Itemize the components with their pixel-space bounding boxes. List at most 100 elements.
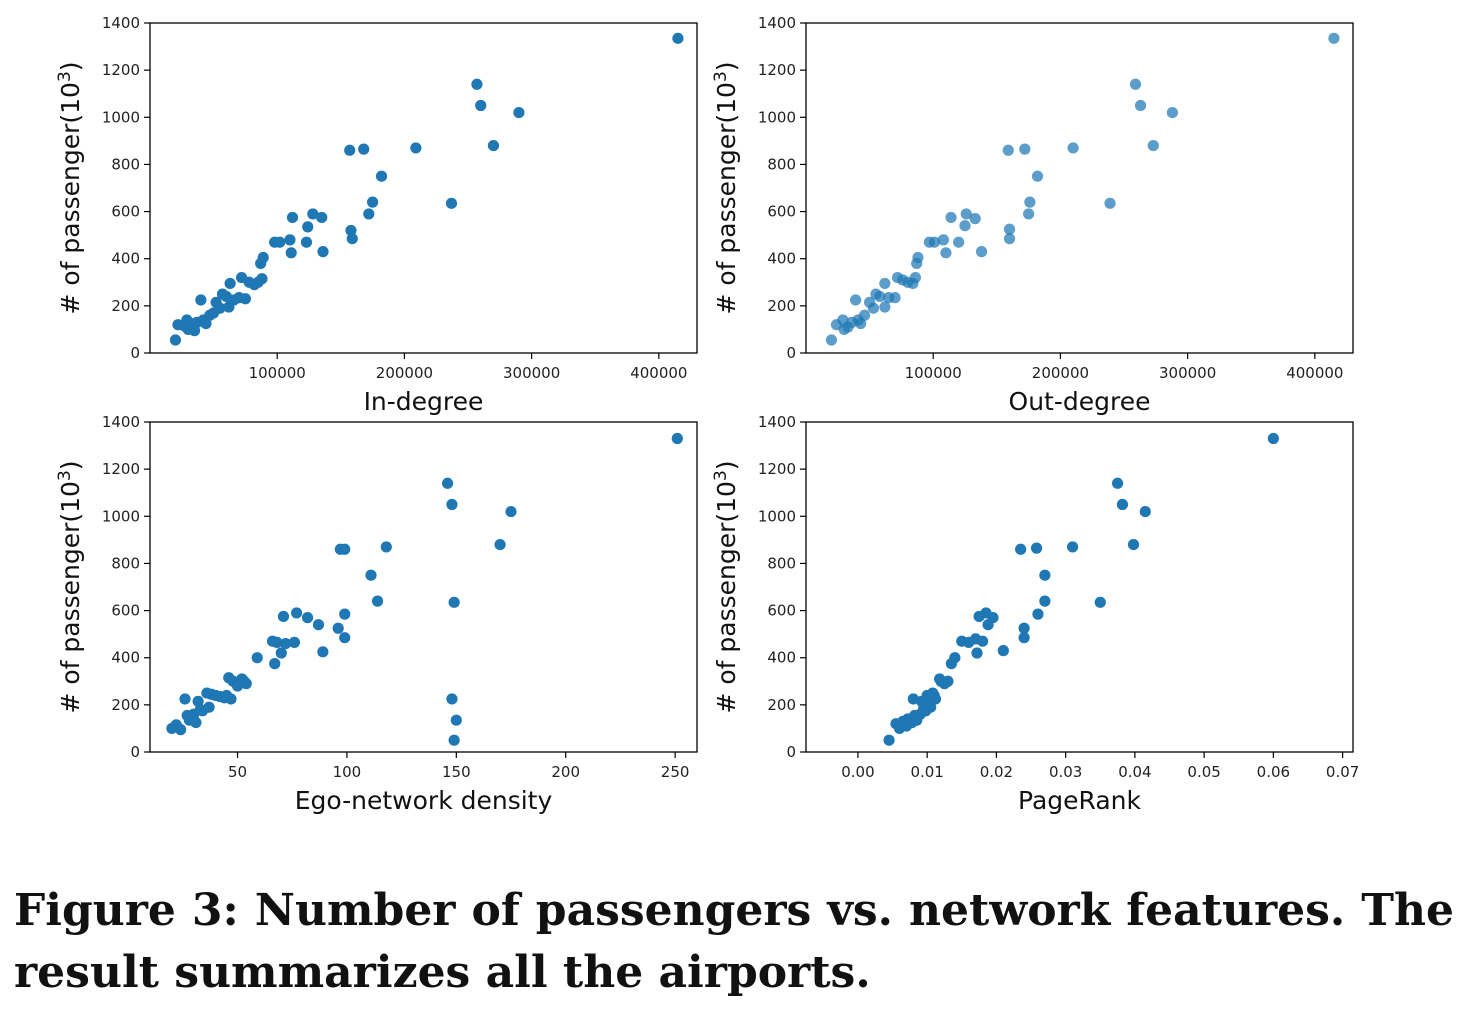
y-tick-label: 200: [111, 297, 140, 315]
plot-frame: [805, 22, 1354, 354]
data-point: [271, 636, 283, 648]
data-point: [960, 208, 972, 220]
y-tick-label: 400: [767, 250, 796, 268]
data-point: [672, 32, 684, 44]
data-point: [487, 139, 500, 152]
data-point: [345, 224, 357, 237]
data-point: [375, 170, 388, 182]
data-point: [224, 277, 236, 290]
scatter-panel-2: 0 200 400 600 800 1000 1200 1400 100000 200000 300…: [711, 14, 1354, 416]
data-point: [195, 294, 207, 306]
x-tick-label: 0.02: [980, 763, 1013, 781]
y-tick-label: 400: [111, 649, 140, 667]
y-tick-label: 1400: [758, 413, 796, 431]
y-tick-label: 1000: [102, 108, 140, 126]
y-tick-label: 800: [767, 554, 796, 572]
y-tick-label: 600: [767, 203, 796, 221]
y-tick-label: 600: [111, 203, 140, 221]
data-point: [441, 477, 454, 489]
data-point: [301, 612, 314, 624]
y-axis-label: # of passenger(103): [55, 460, 85, 713]
data-point: [312, 619, 325, 631]
y-tick-label: 1400: [102, 14, 140, 32]
data-point: [971, 647, 983, 659]
data-point: [380, 541, 392, 553]
data-point: [274, 236, 286, 248]
x-tick-label: 300000: [503, 364, 560, 382]
data-point: [450, 714, 462, 726]
y-tick-label: 1000: [758, 108, 796, 126]
x-tick-label: 400000: [1286, 364, 1343, 382]
x-tick-label: 0.01: [910, 763, 943, 781]
data-point: [346, 233, 358, 245]
data-point: [302, 221, 314, 233]
data-point: [1066, 541, 1079, 553]
data-point: [256, 273, 268, 285]
data-point: [1116, 498, 1129, 511]
data-point: [225, 693, 237, 705]
data-point: [1104, 197, 1116, 209]
figure-caption: Figure 3: Number of passengers vs. netwo…: [14, 885, 1454, 998]
data-point: [290, 607, 303, 619]
data-point: [1032, 608, 1044, 620]
x-tick-label: 150: [442, 763, 471, 781]
x-tick-label: 0.07: [1326, 763, 1359, 781]
y-tick-label: 0: [130, 344, 140, 362]
data-point: [1166, 106, 1178, 119]
y-tick-label: 600: [767, 602, 796, 620]
data-point: [976, 635, 989, 647]
data-point: [169, 334, 182, 346]
x-tick-label: 250: [661, 763, 690, 781]
data-point: [275, 647, 287, 659]
data-point: [928, 236, 941, 248]
data-point: [239, 293, 252, 305]
data-point: [251, 652, 263, 664]
data-point: [285, 247, 297, 259]
y-axis-label: # of passenger(103): [711, 460, 741, 713]
data-point: [277, 610, 290, 623]
data-point: [448, 734, 460, 746]
x-tick-label: 100000: [905, 364, 962, 382]
y-tick-label: 1200: [758, 460, 796, 478]
data-point: [288, 636, 301, 648]
data-point: [445, 197, 458, 209]
x-tick-label: 400000: [630, 364, 687, 382]
data-point: [358, 143, 370, 155]
y-tick-label: 1400: [102, 413, 140, 431]
data-point: [671, 432, 683, 445]
data-point: [1067, 142, 1079, 154]
scatter-panel-1: 0 200 400 600 800 1000 1200 1400 100000 200000 300…: [55, 14, 698, 416]
x-tick-label: 0.00: [841, 763, 874, 781]
data-point: [339, 543, 351, 555]
data-point: [1018, 622, 1030, 634]
data-point: [975, 246, 988, 258]
x-tick-label: 0.05: [1187, 763, 1220, 781]
x-tick-label: 200: [551, 763, 580, 781]
data-point: [446, 498, 458, 511]
data-point: [953, 236, 965, 248]
y-tick-label: 1200: [102, 61, 140, 79]
y-tick-label: 600: [111, 602, 140, 620]
data-point: [339, 632, 351, 644]
y-tick-label: 0: [130, 743, 140, 761]
data-point: [1094, 596, 1106, 608]
data-point: [448, 596, 460, 608]
x-tick-label: 0.06: [1257, 763, 1290, 781]
x-axis-label: In-degree: [364, 387, 484, 416]
data-point: [945, 211, 957, 224]
data-point: [471, 78, 483, 90]
data-point: [446, 693, 458, 705]
plot-frame: [149, 421, 698, 753]
data-point: [284, 234, 296, 246]
y-tick-label: 1000: [758, 507, 796, 525]
data-point: [179, 693, 191, 705]
data-point: [317, 646, 329, 658]
data-point: [1003, 223, 1016, 235]
data-point: [1134, 99, 1147, 112]
data-point: [959, 220, 971, 232]
data-point: [889, 292, 901, 304]
data-point: [286, 211, 299, 224]
data-point: [317, 246, 329, 258]
y-tick-label: 400: [767, 649, 796, 667]
data-point: [1023, 208, 1035, 220]
